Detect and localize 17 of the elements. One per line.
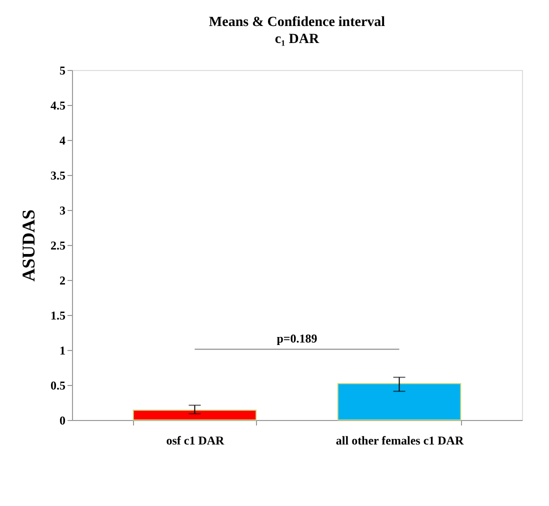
y-tick-label: 2: [60, 274, 66, 288]
x-tick-label: all other females c1 DAR: [336, 434, 464, 448]
y-tick-label: 2.5: [50, 238, 66, 252]
annotation: p=0.189: [276, 331, 318, 346]
x-tick-label: osf c1 DAR: [166, 434, 225, 448]
chart-subtitle: c₁ DAR: [274, 32, 320, 47]
y-tick-label: 1.5: [50, 308, 66, 322]
y-tick-label: 0.5: [50, 378, 66, 392]
chart-title: Means & Confidence interval: [208, 15, 386, 30]
y-tick-label: 1: [60, 344, 66, 358]
y-tick-label: 4.5: [50, 98, 66, 112]
y-axis-title: ASUDAS: [18, 209, 38, 282]
y-tick-label: 3.5: [50, 168, 66, 182]
y-tick-label: 5: [60, 64, 66, 78]
y-tick-label: 3: [60, 204, 66, 218]
y-tick-label: 4: [60, 134, 66, 148]
y-tick-label: 0: [60, 414, 66, 428]
